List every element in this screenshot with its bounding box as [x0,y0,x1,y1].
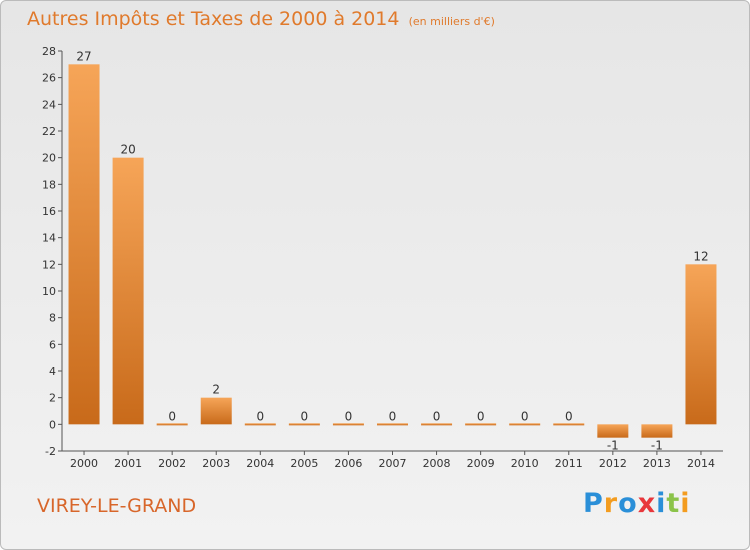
data-label-2001: 20 [120,143,135,157]
x-tick-label-2004: 2004 [246,457,274,470]
y-tick-label: 2 [49,392,56,405]
x-tick-label-2000: 2000 [70,457,98,470]
chart-unit-label: (en milliers d'€) [408,15,495,28]
data-label-2012: -1 [607,439,619,453]
x-tick-label-2005: 2005 [290,457,318,470]
bar-2005 [288,423,320,426]
y-tick-label: 22 [42,125,56,138]
bar-2011 [553,423,585,426]
x-tick-label-2009: 2009 [467,457,495,470]
x-tick-label-2006: 2006 [334,457,362,470]
logo-letter: o [618,488,638,519]
y-tick-label: 6 [49,338,56,351]
logo-letter: r [603,488,619,519]
chart-title: Autres Impôts et Taxes de 2000 à 2014 (e… [27,8,495,30]
bar-2002 [156,423,188,426]
x-tick-label-2013: 2013 [643,457,671,470]
commune-name: VIREY-LE-GRAND [37,495,197,517]
logo-letter: x [637,488,657,519]
x-tick-label-2010: 2010 [511,457,539,470]
bar-2008 [421,423,453,426]
logo-letter: i [656,488,667,519]
data-label-2014: 12 [693,249,708,263]
data-label-2008: 0 [433,409,441,423]
x-tick-label-2002: 2002 [158,457,186,470]
x-axis: 2000 2001 2002 2003 2004 2005 2006 2007 2008 2009… [62,450,723,470]
x-tick-label-2011: 2011 [555,457,583,470]
y-tick-label: 0 [49,418,56,431]
data-label-2009: 0 [477,409,485,423]
bar-2007 [377,423,408,426]
data-label-2010: 0 [521,409,529,423]
data-label-2002: 0 [168,409,176,423]
y-tick-label: 8 [49,312,56,325]
bar-2006 [332,423,364,426]
data-label-2003: 2 [212,383,220,397]
y-tick-label: 28 [42,45,56,58]
bar-2009 [465,423,497,426]
y-tick-label: 12 [42,258,56,271]
chart-title-text: Autres Impôts et Taxes de 2000 à 2014 [27,8,400,30]
y-tick-label: 24 [42,98,56,111]
bar-2013 [641,424,673,438]
data-label-2005: 0 [301,409,309,423]
data-label-2004: 0 [256,409,264,423]
logo-letter: i [680,488,691,519]
bar-2000 [68,64,100,425]
bar-2012 [597,424,629,438]
data-label-2011: 0 [565,409,573,423]
data-label-2007: 0 [389,409,397,423]
bar-2001 [112,157,144,425]
y-tick-label: 14 [42,232,56,245]
bar-2010 [509,423,541,426]
y-tick-label: 16 [42,205,56,218]
y-tick-label: 20 [42,152,56,165]
logo-letter: P [583,488,604,519]
x-tick-label-2003: 2003 [202,457,230,470]
data-label-2000: 27 [76,49,91,63]
data-label-2006: 0 [345,409,353,423]
y-tick-label: 4 [49,365,56,378]
x-tick-label-2001: 2001 [114,457,142,470]
proxiti-logo: Proxiti [583,488,691,519]
x-tick-label-2012: 2012 [599,457,627,470]
bar-2004 [244,423,276,426]
y-tick-label: -2 [45,445,56,458]
y-tick-label: 18 [42,178,56,191]
data-label-2013: -1 [651,439,663,453]
y-tick-label: 26 [42,72,56,85]
x-tick-label-2008: 2008 [423,457,451,470]
logo-letter: t [666,488,681,519]
bar-2014 [685,264,717,425]
y-tick-label: 10 [42,285,56,298]
bar-2003 [200,397,232,425]
x-tick-label-2007: 2007 [379,457,407,470]
x-tick-label-2014: 2014 [687,457,715,470]
